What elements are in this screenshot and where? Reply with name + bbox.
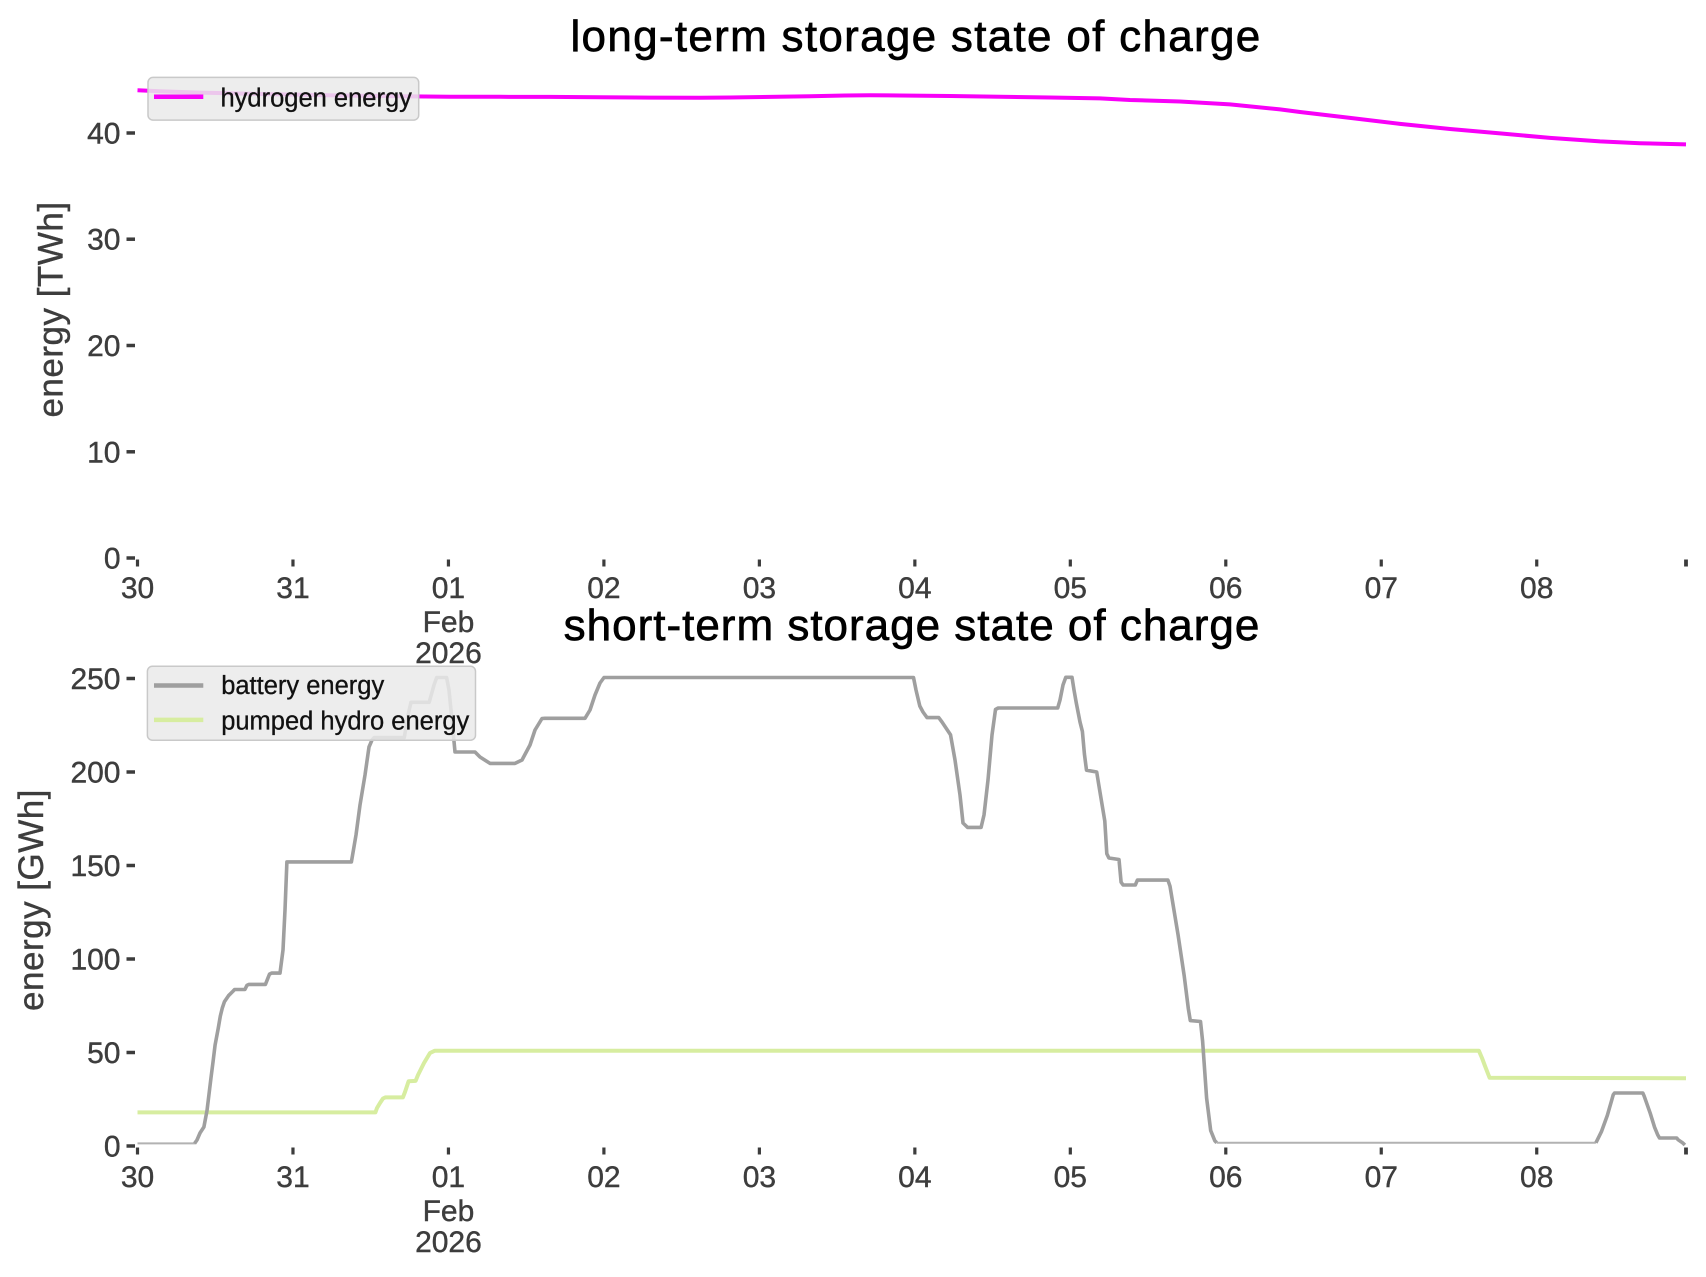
svg-text:08: 08 <box>1520 572 1553 605</box>
svg-text:01: 01 <box>432 1161 465 1194</box>
svg-text:2026: 2026 <box>415 637 482 670</box>
svg-text:40: 40 <box>87 118 120 151</box>
svg-text:250: 250 <box>70 663 120 696</box>
svg-text:31: 31 <box>276 1161 309 1194</box>
svg-text:Feb: Feb <box>423 1195 475 1228</box>
svg-text:30: 30 <box>121 572 154 605</box>
svg-text:pumped hydro energy: pumped hydro energy <box>221 708 469 736</box>
svg-text:02: 02 <box>587 572 620 605</box>
svg-text:04: 04 <box>898 572 931 605</box>
svg-text:04: 04 <box>898 1161 931 1194</box>
svg-text:30: 30 <box>121 1161 154 1194</box>
svg-text:02: 02 <box>587 1161 620 1194</box>
svg-text:20: 20 <box>87 330 120 363</box>
svg-text:08: 08 <box>1520 1161 1553 1194</box>
svg-text:01: 01 <box>432 572 465 605</box>
svg-text:long-term storage state of cha: long-term storage state of charge <box>570 12 1261 61</box>
svg-text:30: 30 <box>87 224 120 257</box>
svg-text:03: 03 <box>743 572 776 605</box>
svg-text:energy [TWh]: energy [TWh] <box>32 201 71 417</box>
svg-text:Feb: Feb <box>423 606 475 639</box>
svg-text:07: 07 <box>1365 1161 1398 1194</box>
svg-text:0: 0 <box>104 543 121 576</box>
svg-text:short-term storage state of ch: short-term storage state of charge <box>564 601 1261 650</box>
svg-text:2026: 2026 <box>415 1226 482 1259</box>
svg-text:07: 07 <box>1365 572 1398 605</box>
svg-text:06: 06 <box>1209 1161 1242 1194</box>
svg-text:energy [GWh]: energy [GWh] <box>12 789 51 1011</box>
svg-text:200: 200 <box>70 757 120 790</box>
svg-text:31: 31 <box>276 572 309 605</box>
svg-text:05: 05 <box>1054 572 1087 605</box>
svg-text:hydrogen energy: hydrogen energy <box>221 84 413 112</box>
svg-text:150: 150 <box>70 850 120 883</box>
svg-text:battery energy: battery energy <box>221 672 384 700</box>
svg-text:0: 0 <box>104 1131 121 1164</box>
svg-text:50: 50 <box>87 1037 120 1070</box>
svg-text:05: 05 <box>1054 1161 1087 1194</box>
svg-text:10: 10 <box>87 436 120 469</box>
svg-text:06: 06 <box>1209 572 1242 605</box>
svg-text:03: 03 <box>743 1161 776 1194</box>
svg-text:100: 100 <box>70 944 120 977</box>
